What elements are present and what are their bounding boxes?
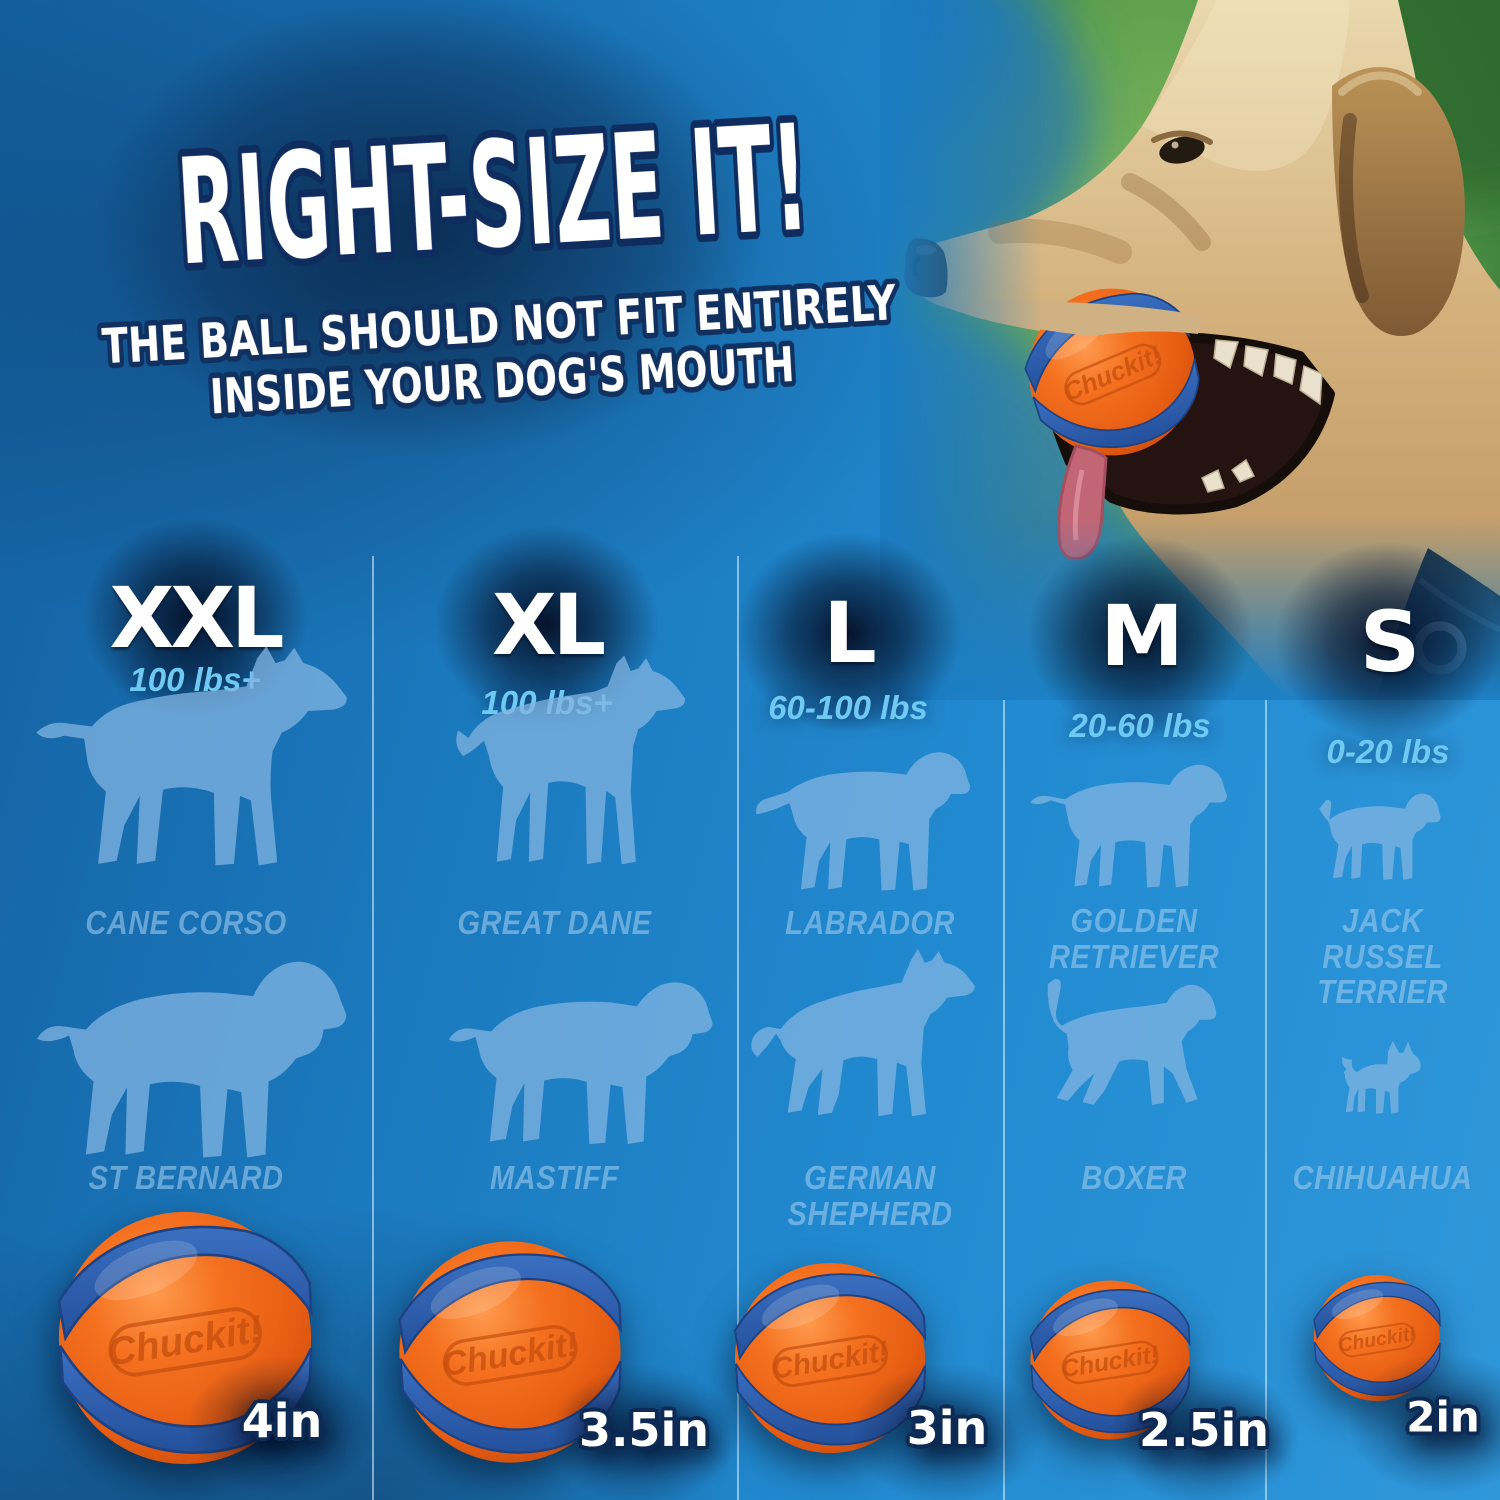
size-badge-m: M	[1100, 587, 1184, 685]
breed-label: LABRADOR	[785, 904, 955, 941]
silhouette-great-dane	[456, 655, 685, 865]
dog-eye	[1151, 130, 1213, 164]
dog-nose	[904, 238, 948, 298]
size-badge-xxl: XXL	[109, 569, 284, 667]
silhouette-golden-retriever	[1030, 764, 1228, 888]
ball-size-label: 3.5in	[578, 1403, 710, 1457]
column-divider	[372, 556, 374, 1500]
ball-size-label: 3in	[906, 1401, 988, 1455]
silhouette-jack-russel-terrier	[1319, 793, 1441, 880]
breed-label: JACK RUSSEL TERRIER	[1317, 902, 1448, 1011]
silhouette-st-bernard	[37, 961, 347, 1158]
ball-size-label: 2in	[1406, 1392, 1480, 1442]
ball-size-label: 4in	[241, 1394, 323, 1448]
size-badge-s: S	[1359, 593, 1420, 691]
size-badge-l: L	[823, 584, 876, 682]
silhouette-boxer	[1047, 978, 1217, 1105]
dog-teeth	[1201, 339, 1323, 493]
weight-range-s: 0-20 lbs	[1326, 733, 1450, 770]
weight-range-l: 60-100 lbs	[768, 689, 928, 726]
dog-ear	[1332, 67, 1465, 337]
breed-label: ST BERNARD	[88, 1159, 284, 1196]
breed-label: MASTIFF	[490, 1159, 619, 1196]
breed-label: GERMAN SHEPHERD	[787, 1159, 953, 1232]
silhouette-labrador	[756, 752, 971, 891]
silhouette-chihuahua	[1342, 1041, 1421, 1114]
column-divider	[1265, 556, 1267, 1500]
breed-label: CHIHUAHUA	[1292, 1159, 1473, 1196]
column-divider	[1003, 556, 1005, 1500]
silhouette-mastiff	[448, 982, 713, 1145]
column-divider	[737, 556, 739, 1500]
breed-label: BOXER	[1081, 1159, 1187, 1196]
silhouette-cane-corso	[36, 646, 347, 866]
breed-label: CANE CORSO	[85, 904, 287, 941]
size-badge-xl: XL	[491, 576, 606, 674]
silhouette-german-shepherd	[751, 948, 975, 1117]
ball-size-label: 2.5in	[1138, 1403, 1270, 1457]
breed-label: GOLDEN RETRIEVER	[1048, 902, 1220, 975]
breed-label: GREAT DANE	[457, 904, 652, 941]
weight-range-m: 20-60 lbs	[1069, 707, 1211, 744]
page-title: RIGHT-SIZE IT!	[173, 93, 812, 298]
header: RIGHT-SIZE IT! THE BALL SHOULD NOT FIT E…	[54, 83, 950, 452]
